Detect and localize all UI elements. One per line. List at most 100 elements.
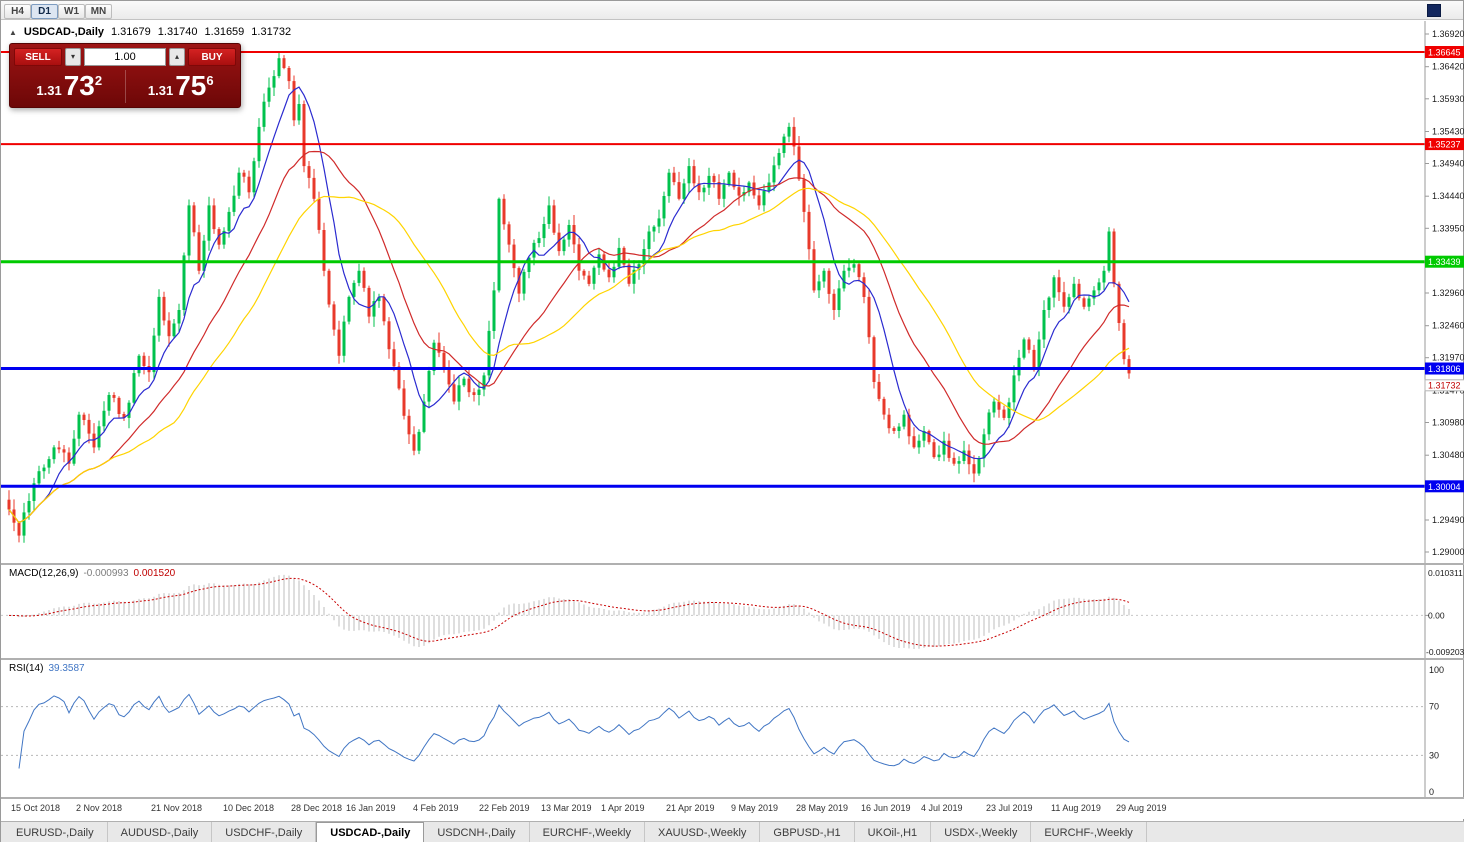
date-label: 23 Jul 2019 <box>986 803 1033 813</box>
chart-symbol-label: USDCAD-,Daily <box>23 26 104 38</box>
ohlc-low: 1.31659 <box>204 26 245 38</box>
date-label: 13 Mar 2019 <box>541 803 592 813</box>
volume-decrease-button[interactable]: ▾ <box>65 48 81 66</box>
svg-text:1.30980: 1.30980 <box>1432 418 1464 428</box>
timeframe-button-w1[interactable]: W1 <box>58 4 85 19</box>
rsi-panel-canvas[interactable]: 100 70 30 0 <box>1 660 1464 797</box>
chart-tab-3[interactable]: USDCAD-,Daily <box>316 822 425 842</box>
svg-text:1.34940: 1.34940 <box>1432 159 1464 169</box>
chart-title: ▲ USDCAD-,Daily 1.31679 1.31740 1.31659 … <box>9 26 291 38</box>
panel-splitter[interactable] <box>1 563 1464 565</box>
timeframe-toolbar: H4 D1 W1 MN <box>4 1 112 19</box>
svg-text:1.36645: 1.36645 <box>1428 48 1461 58</box>
chart-tab-10[interactable]: EURCHF-,Weekly <box>1031 822 1147 842</box>
svg-text:1.35237: 1.35237 <box>1428 140 1461 150</box>
date-label: 10 Dec 2018 <box>223 803 275 813</box>
ma-line-0 <box>8 86 1130 524</box>
svg-text:1.31970: 1.31970 <box>1432 353 1464 363</box>
chart-tab-bar: EURUSD-,Daily AUDUSD-,Daily USDCHF-,Daily U… <box>1 821 1464 842</box>
svg-text:0.010311: 0.010311 <box>1428 568 1463 578</box>
macd-signal-line <box>8 577 1130 647</box>
svg-text:1.29000: 1.29000 <box>1432 547 1464 557</box>
one-click-trading-panel: SELL ▾ ▴ BUY 1.31 73 2 1.31 75 6 <box>9 43 241 108</box>
svg-text:1.33439: 1.33439 <box>1428 257 1461 267</box>
chart-tab-2[interactable]: USDCHF-,Daily <box>212 822 317 842</box>
volume-input[interactable] <box>84 48 166 66</box>
sell-price-base: 1.31 <box>36 83 62 98</box>
date-label: 9 May 2019 <box>731 803 779 813</box>
collapse-chart-icon[interactable]: ▲ <box>9 27 17 37</box>
timeframe-button-d1[interactable]: D1 <box>31 4 58 19</box>
chart-tab-5[interactable]: EURCHF-,Weekly <box>529 822 645 842</box>
date-label: 16 Jan 2019 <box>346 803 396 813</box>
svg-text:1.31732: 1.31732 <box>1428 380 1461 390</box>
rsi-value: 39.3587 <box>48 663 85 674</box>
rsi-line <box>18 693 1130 769</box>
window-icon[interactable] <box>1427 4 1441 17</box>
date-label: 11 Aug 2019 <box>1051 803 1101 813</box>
chart-tab-1[interactable]: AUDUSD-,Daily <box>107 822 213 842</box>
price-chart-canvas[interactable]: 1.36920 1.36420 1.35930 1.35430 1.34940 1.344… <box>1 21 1464 563</box>
buy-price-big: 75 <box>175 70 207 101</box>
buy-price-base: 1.31 <box>147 83 174 98</box>
ohlc-open: 1.31679 <box>111 26 151 38</box>
chart-tab-7[interactable]: GBPUSD-,H1 <box>760 822 855 842</box>
svg-text:1.30480: 1.30480 <box>1432 450 1464 460</box>
chart-tab-9[interactable]: USDX-,Weekly <box>931 822 1032 842</box>
rsi-indicator-label: RSI(14) 39.3587 <box>9 663 85 674</box>
rsi-levels <box>1 706 1425 756</box>
svg-text:1.33950: 1.33950 <box>1432 223 1464 233</box>
rsi-axis: 100 70 30 0 <box>1424 660 1444 797</box>
date-label: 2 Nov 2018 <box>76 803 123 813</box>
ohlc-close: 1.31732 <box>251 26 292 38</box>
timeframe-button-h4[interactable]: H4 <box>4 4 31 19</box>
sell-price-big: 73 <box>63 70 95 101</box>
macd-indicator-label: MACD(12,26,9) -0.000993 0.001520 <box>9 568 175 579</box>
svg-text:30: 30 <box>1429 750 1439 760</box>
date-label: 1 Apr 2019 <box>601 803 645 813</box>
buy-price-display[interactable]: 1.31 75 6 <box>124 70 237 103</box>
date-label: 15 Oct 2018 <box>11 803 61 813</box>
svg-text:1.36920: 1.36920 <box>1432 29 1464 39</box>
trade-panel-quotes: 1.31 73 2 1.31 75 6 <box>14 70 236 103</box>
ohlc-high: 1.31740 <box>157 26 198 38</box>
timeframe-button-mn[interactable]: MN <box>85 4 112 19</box>
svg-text:1.32460: 1.32460 <box>1432 321 1464 331</box>
svg-text:1.31806: 1.31806 <box>1428 364 1461 374</box>
svg-text:1.36420: 1.36420 <box>1432 62 1464 72</box>
chart-tab-8[interactable]: UKOil-,H1 <box>854 822 932 842</box>
ma-line-2 <box>8 187 1130 524</box>
date-label: 28 Dec 2018 <box>291 803 343 813</box>
svg-text:1.35930: 1.35930 <box>1432 94 1464 104</box>
date-label: 21 Apr 2019 <box>666 803 715 813</box>
buy-button[interactable]: BUY <box>188 48 236 66</box>
panel-splitter[interactable] <box>1 658 1464 660</box>
rsi-name: RSI(14) <box>9 663 44 674</box>
date-label: 4 Jul 2019 <box>921 803 963 813</box>
sell-price-display[interactable]: 1.31 73 2 <box>14 70 125 103</box>
volume-increase-button[interactable]: ▴ <box>169 48 185 66</box>
chart-tab-6[interactable]: XAUUSD-,Weekly <box>644 822 761 842</box>
chart-tab-4[interactable]: USDCNH-,Daily <box>424 822 530 842</box>
svg-text:0.00: 0.00 <box>1428 610 1445 620</box>
sell-button[interactable]: SELL <box>14 48 62 66</box>
price-axis: 1.36920 1.36420 1.35930 1.35430 1.34940 1.344… <box>1424 21 1464 563</box>
ma-line-1 <box>8 150 1130 524</box>
chart-tab-0[interactable]: EURUSD-,Daily <box>3 822 108 842</box>
svg-text:1.35430: 1.35430 <box>1432 127 1464 137</box>
chevron-up-icon: ▴ <box>174 52 179 61</box>
svg-text:1.32960: 1.32960 <box>1432 288 1464 298</box>
date-label: 29 Aug 2019 <box>1116 803 1167 813</box>
svg-text:1.30004: 1.30004 <box>1428 482 1461 492</box>
date-label: 28 May 2019 <box>796 803 849 813</box>
date-label: 4 Feb 2019 <box>413 803 459 813</box>
date-axis: 15 Oct 2018 2 Nov 2018 21 Nov 2018 10 Dec 2… <box>1 799 1464 819</box>
macd-panel-canvas[interactable]: 0.010311 0.00 -0.0092031 <box>1 565 1464 658</box>
panel-splitter[interactable] <box>1 797 1464 799</box>
chevron-down-icon: ▾ <box>70 52 75 61</box>
macd-histogram <box>13 574 1130 649</box>
macd-main-value: -0.000993 <box>83 568 129 579</box>
macd-signal-value: 0.001520 <box>133 568 176 579</box>
svg-text:1.34440: 1.34440 <box>1432 191 1464 201</box>
